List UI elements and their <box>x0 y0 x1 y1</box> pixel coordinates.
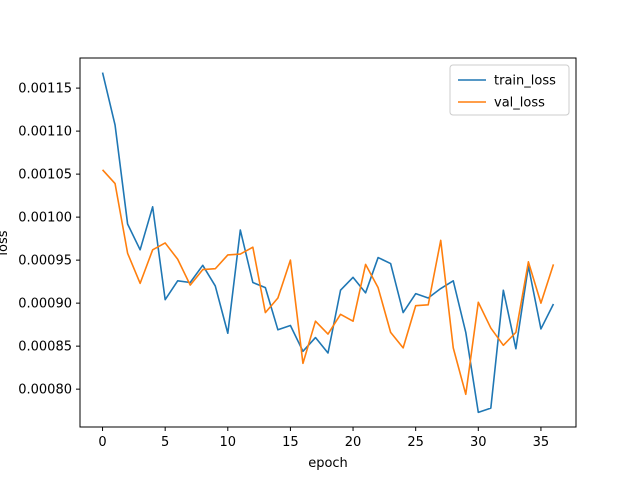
y-tick-label: 0.00080 <box>18 383 72 398</box>
train_loss-line <box>101 72 555 414</box>
x-axis: 0 5 10 15 20 25 30 35 <box>98 427 549 450</box>
x-tick-label: 30 <box>470 435 487 450</box>
axes-frame <box>79 57 577 428</box>
y-axis: 0.00080 0.00085 0.00090 0.00095 0.00100 0.001… <box>18 82 80 398</box>
y-tick-label: 0.00115 <box>18 82 72 97</box>
x-tick-label: 5 <box>161 435 169 450</box>
x-tick-label: 0 <box>98 435 106 450</box>
val_loss-line <box>101 169 555 396</box>
legend: train_loss val_loss <box>449 64 570 116</box>
y-tick-label: 0.00110 <box>18 125 72 140</box>
y-tick-label: 0.00105 <box>18 168 72 183</box>
x-tick-label: 10 <box>220 435 237 450</box>
x-tick-label: 25 <box>407 435 424 450</box>
plot-lines <box>101 72 555 414</box>
y-tick-label: 0.00095 <box>18 254 72 269</box>
x-tick-label: 20 <box>345 435 362 450</box>
y-tick-label: 0.00100 <box>18 211 72 226</box>
y-tick-label: 0.00085 <box>18 340 72 355</box>
y-tick-label: 0.00090 <box>18 297 72 312</box>
y-axis-title: loss <box>0 230 11 255</box>
x-axis-title: epoch <box>308 456 348 471</box>
x-tick-label: 35 <box>533 435 550 450</box>
train_loss-legend-label: train_loss <box>494 74 556 89</box>
x-tick-label: 15 <box>282 435 299 450</box>
val_loss-legend-label: val_loss <box>494 96 545 111</box>
